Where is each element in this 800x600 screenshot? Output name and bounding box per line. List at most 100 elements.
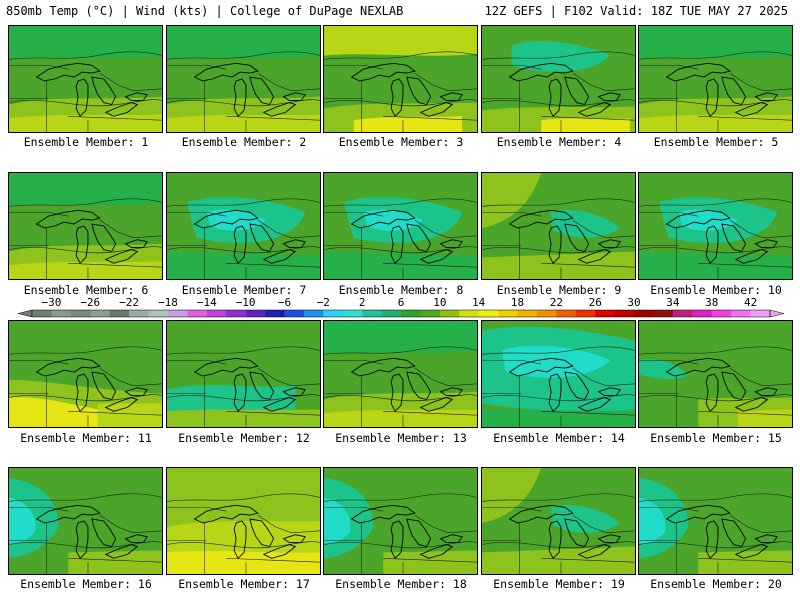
temperature-field-map bbox=[167, 321, 320, 427]
temperature-field-map bbox=[9, 321, 162, 427]
temperature-shading bbox=[324, 321, 477, 355]
ensemble-member-label: Ensemble Member: 10 bbox=[650, 283, 782, 297]
great-lakes-outline bbox=[262, 249, 297, 264]
political-border bbox=[639, 359, 699, 365]
height-contour bbox=[9, 198, 162, 207]
ensemble-map-panel bbox=[323, 467, 478, 575]
political-border bbox=[99, 219, 162, 239]
ensemble-member-label: Ensemble Member: 8 bbox=[338, 283, 464, 297]
political-border bbox=[9, 359, 69, 365]
colorbar-segment bbox=[342, 310, 363, 317]
ensemble-member-label: Ensemble Member: 4 bbox=[496, 135, 622, 149]
temperature-shading bbox=[167, 251, 320, 279]
colorbar-segment bbox=[614, 310, 635, 317]
great-lakes-outline bbox=[75, 520, 89, 560]
great-lakes-outline bbox=[124, 387, 148, 397]
colorbar-segment bbox=[731, 310, 751, 317]
great-lakes-outline bbox=[35, 504, 101, 524]
colorbar-segment bbox=[420, 310, 441, 317]
political-border bbox=[9, 506, 69, 512]
great-lakes-outline bbox=[91, 76, 117, 106]
ensemble-member-label: Ensemble Member: 19 bbox=[493, 577, 625, 591]
ensemble-member-label: Ensemble Member: 1 bbox=[23, 135, 149, 149]
colorbar-segment bbox=[323, 310, 344, 317]
great-lakes-outline bbox=[406, 76, 432, 106]
great-lakes-outline bbox=[91, 371, 117, 401]
colorbar-frame bbox=[31, 309, 771, 318]
great-lakes-outline bbox=[577, 397, 612, 412]
great-lakes-outline bbox=[419, 397, 454, 412]
colorbar-segment bbox=[478, 310, 499, 317]
height-contour bbox=[639, 541, 792, 549]
great-lakes-outline bbox=[233, 520, 247, 560]
political-border bbox=[324, 359, 384, 365]
great-lakes-outline bbox=[262, 102, 297, 117]
colorbar-tick-label: 10 bbox=[433, 296, 446, 309]
temperature-field-map bbox=[324, 321, 477, 427]
great-lakes-outline bbox=[104, 397, 139, 412]
colorbar-segment bbox=[245, 310, 266, 317]
ensemble-member-label: Ensemble Member: 14 bbox=[493, 431, 625, 445]
political-border bbox=[639, 506, 699, 512]
great-lakes-outline bbox=[439, 387, 463, 397]
ensemble-map-panel bbox=[481, 320, 636, 428]
great-lakes-outline bbox=[721, 371, 747, 401]
colorbar-segment bbox=[265, 310, 285, 317]
great-lakes-outline bbox=[124, 239, 148, 249]
political-border bbox=[226, 411, 320, 416]
height-contour bbox=[167, 198, 320, 207]
colorbar-tick-label: 22 bbox=[550, 296, 563, 309]
political-border bbox=[324, 64, 384, 70]
political-border bbox=[698, 116, 792, 121]
temperature-shading bbox=[383, 550, 477, 574]
political-border bbox=[383, 411, 477, 416]
colorbar-segment bbox=[692, 310, 713, 317]
model-valid-time: 12Z GEFS | F102 Valid: 18Z TUE MAY 27 20… bbox=[484, 4, 788, 18]
great-lakes-outline bbox=[419, 544, 454, 559]
ensemble-map-panel bbox=[166, 25, 321, 133]
ensemble-map-panel bbox=[481, 467, 636, 575]
height-contour bbox=[9, 51, 162, 60]
colorbar-segment bbox=[536, 310, 557, 317]
temperature-shading bbox=[737, 409, 792, 427]
colorbar-tick-label: −18 bbox=[158, 296, 178, 309]
political-border bbox=[257, 72, 320, 92]
great-lakes-outline bbox=[548, 78, 562, 118]
colorbar-tick-label: 26 bbox=[589, 296, 602, 309]
great-lakes-outline bbox=[262, 544, 297, 559]
political-border bbox=[729, 72, 792, 92]
temperature-field-map bbox=[482, 468, 635, 574]
great-lakes-outline bbox=[233, 225, 247, 265]
ensemble-map-panel bbox=[481, 25, 636, 133]
colorbar-tick-label: −30 bbox=[41, 296, 61, 309]
temperature-shading bbox=[9, 173, 162, 207]
temperature-shading bbox=[324, 251, 477, 279]
temperature-shading bbox=[482, 546, 635, 574]
great-lakes-outline bbox=[249, 223, 275, 253]
ensemble-map-panel bbox=[8, 320, 163, 428]
height-contour bbox=[324, 346, 477, 355]
height-contour bbox=[324, 493, 477, 502]
great-lakes-outline bbox=[262, 397, 297, 412]
political-border bbox=[9, 64, 69, 70]
colorbar-segment bbox=[51, 310, 72, 317]
ensemble-map-panel bbox=[166, 320, 321, 428]
colorbar-segment bbox=[90, 310, 110, 317]
ensemble-member-label: Ensemble Member: 3 bbox=[338, 135, 464, 149]
great-lakes-outline bbox=[665, 357, 731, 377]
political-border bbox=[639, 211, 699, 217]
colorbar-tick-label: −10 bbox=[236, 296, 256, 309]
colorbar-tick-label: −2 bbox=[317, 296, 330, 309]
temperature-shading bbox=[482, 251, 635, 279]
political-border bbox=[257, 367, 320, 387]
height-contour bbox=[167, 541, 320, 549]
colorbar-tick-label: 34 bbox=[666, 296, 680, 309]
temperature-shading bbox=[9, 397, 98, 427]
great-lakes-outline bbox=[249, 371, 275, 401]
great-lakes-outline bbox=[124, 534, 148, 544]
political-border bbox=[572, 367, 635, 387]
ensemble-map-panel bbox=[323, 25, 478, 133]
great-lakes-outline bbox=[249, 518, 275, 548]
great-lakes-outline bbox=[597, 239, 621, 249]
temperature-shading bbox=[678, 209, 738, 231]
